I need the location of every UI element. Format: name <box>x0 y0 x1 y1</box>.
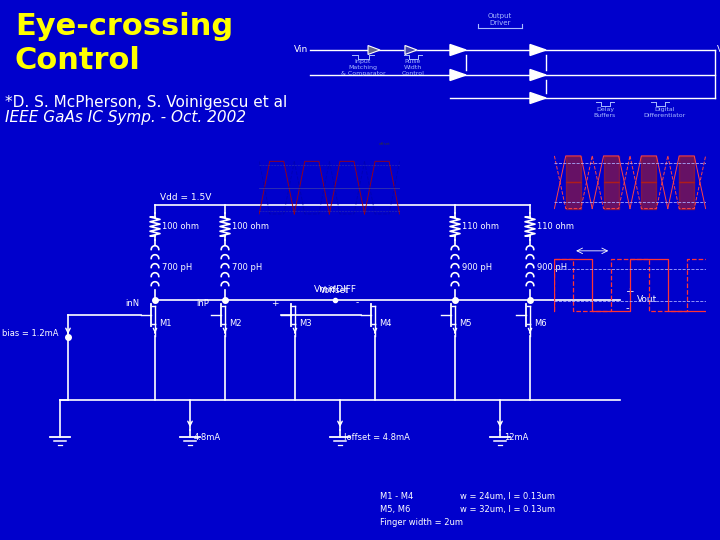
Polygon shape <box>530 44 546 56</box>
Polygon shape <box>368 45 380 55</box>
Text: Vout: Vout <box>637 295 657 305</box>
Text: M4: M4 <box>379 319 392 328</box>
Text: 12mA: 12mA <box>504 433 528 442</box>
Text: M5, M6: M5, M6 <box>380 505 410 514</box>
Text: Vdd = 1.5V: Vdd = 1.5V <box>160 193 212 202</box>
Text: +: + <box>626 287 634 297</box>
Text: M3: M3 <box>299 319 312 328</box>
Text: *D. S. McPherson, S. Voinigescu et al: *D. S. McPherson, S. Voinigescu et al <box>5 95 287 110</box>
Text: 900 pH: 900 pH <box>537 263 567 272</box>
Text: 110 ohm: 110 ohm <box>537 222 574 231</box>
Text: Input
Matching
& Comparator: Input Matching & Comparator <box>341 59 385 76</box>
Polygon shape <box>405 45 417 55</box>
Text: Voffset: Voffset <box>320 286 350 295</box>
Text: VmidDIFF: VmidDIFF <box>313 285 356 294</box>
Text: +: + <box>271 299 279 307</box>
Text: Vin: Vin <box>294 45 308 55</box>
Text: -: - <box>626 303 630 313</box>
Polygon shape <box>530 92 546 104</box>
Polygon shape <box>450 44 466 56</box>
Text: 100 ohm: 100 ohm <box>162 222 199 231</box>
Text: Eye-crossing
Control: Eye-crossing Control <box>15 12 233 75</box>
Polygon shape <box>450 70 466 80</box>
Text: 110 ohm: 110 ohm <box>462 222 499 231</box>
Text: Finger width = 2um: Finger width = 2um <box>380 518 463 527</box>
Text: Digital
Differentiator: Digital Differentiator <box>644 107 686 118</box>
Text: -: - <box>356 299 359 307</box>
Polygon shape <box>530 70 546 80</box>
Text: M6: M6 <box>534 319 546 328</box>
Text: w = 24um, l = 0.13um: w = 24um, l = 0.13um <box>460 492 555 501</box>
Text: M2: M2 <box>229 319 241 328</box>
Text: IEEE GaAs IC Symp. - Oct. 2002: IEEE GaAs IC Symp. - Oct. 2002 <box>5 110 246 125</box>
Text: M5: M5 <box>459 319 472 328</box>
Text: 900 pH: 900 pH <box>462 263 492 272</box>
Text: Output
Driver: Output Driver <box>488 13 512 26</box>
Text: M1 - M4: M1 - M4 <box>380 492 413 501</box>
Text: inP: inP <box>196 299 209 307</box>
Text: 100 ohm: 100 ohm <box>232 222 269 231</box>
Text: 700 pH: 700 pH <box>232 263 262 272</box>
Text: 4.8mA: 4.8mA <box>194 433 221 442</box>
Text: Delay
Buffers: Delay Buffers <box>594 107 616 118</box>
Text: Vout: Vout <box>717 45 720 55</box>
Text: Ioffset = 4.8mA: Ioffset = 4.8mA <box>344 433 410 442</box>
Text: bias = 1.2mA: bias = 1.2mA <box>2 328 58 338</box>
Text: w = 32um, l = 0.13um: w = 32um, l = 0.13um <box>460 505 555 514</box>
Text: 700 pH: 700 pH <box>162 263 192 272</box>
Text: M1: M1 <box>159 319 171 328</box>
Text: offset: offset <box>379 141 391 146</box>
Text: inN: inN <box>125 299 139 307</box>
Text: Pulse
Width
Control: Pulse Width Control <box>402 59 424 76</box>
